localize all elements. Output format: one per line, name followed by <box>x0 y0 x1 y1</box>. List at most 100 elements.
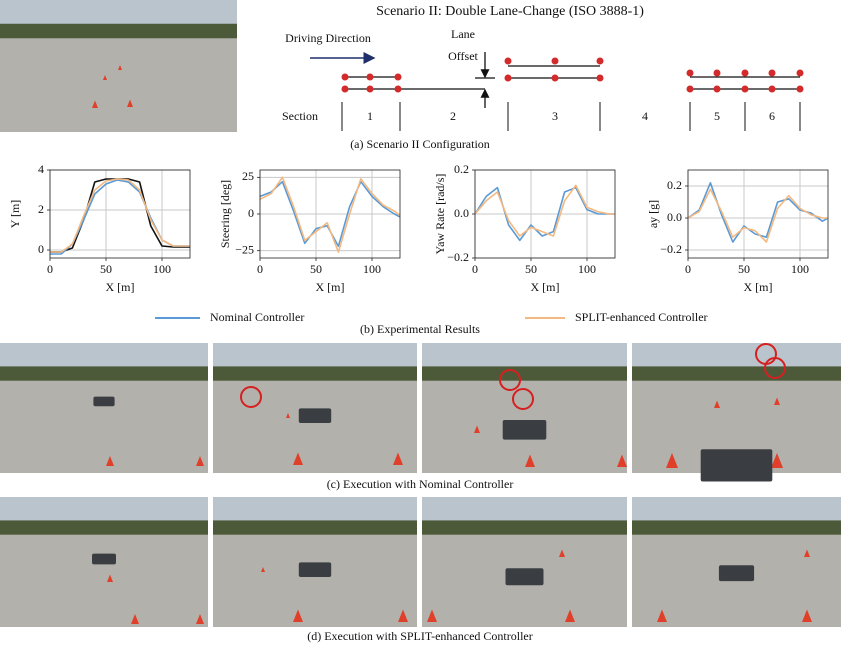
cone <box>293 609 303 622</box>
section-number: 3 <box>552 109 558 123</box>
cone <box>196 614 204 624</box>
y-tick-label: 4 <box>38 162 44 176</box>
series-line <box>259 176 401 253</box>
car <box>298 562 332 577</box>
highlight-circle <box>499 369 521 391</box>
photo-trees <box>632 366 841 382</box>
car <box>502 420 547 440</box>
cone <box>666 453 678 468</box>
cone <box>393 452 403 465</box>
y-tick-label: 2 <box>38 202 44 216</box>
cone <box>127 99 133 107</box>
section-number: 1 <box>367 109 373 123</box>
x-axis-label: X [m] <box>106 280 135 294</box>
series-line <box>687 188 828 243</box>
series-line <box>50 178 190 253</box>
cone <box>804 549 810 557</box>
cone <box>398 609 408 622</box>
plot-frame <box>259 169 401 259</box>
cone <box>118 65 122 70</box>
y-tick-label: 0.0 <box>454 206 469 220</box>
y-tick-label: 0.2 <box>454 162 469 176</box>
section-label: Section <box>282 109 318 123</box>
caption: (a) Scenario II Configuration <box>350 137 490 151</box>
photos <box>0 0 841 627</box>
photo-trees <box>0 23 237 40</box>
x-tick-label: 0 <box>685 262 691 276</box>
series-line <box>50 178 190 253</box>
car <box>700 449 773 482</box>
x-tick-label: 0 <box>257 262 263 276</box>
caption: (c) Execution with Nominal Controller <box>327 477 514 491</box>
car <box>718 565 755 582</box>
y-tick-label: 0 <box>38 242 44 256</box>
cone <box>474 425 480 433</box>
x-tick-label: 100 <box>153 262 171 276</box>
photo-trees <box>422 366 627 382</box>
cone <box>774 397 780 405</box>
section-number: 2 <box>450 109 456 123</box>
caption: (b) Experimental Results <box>360 322 480 336</box>
photo-trees <box>632 520 841 536</box>
y-axis-label: Y [m] <box>8 200 22 229</box>
cone <box>525 454 535 467</box>
cone <box>106 456 114 466</box>
photo-trees <box>213 520 417 536</box>
legend-label: Nominal Controller <box>210 310 304 324</box>
cone <box>427 609 437 622</box>
plot-frame <box>687 169 829 259</box>
x-tick-label: 0 <box>47 262 53 276</box>
driving-direction: Driving Direction <box>285 31 371 45</box>
cone <box>565 609 575 622</box>
lane-offset: Lane <box>451 27 475 41</box>
photo-ground <box>213 380 417 473</box>
photo-ground <box>0 534 208 627</box>
x-tick-label: 50 <box>100 262 112 276</box>
cone <box>559 549 565 557</box>
cone-dots <box>341 57 804 93</box>
photo-trees <box>213 366 417 382</box>
car <box>505 568 544 586</box>
y-tick-label: −0.2 <box>660 242 682 256</box>
y-tick-label: 0.2 <box>667 178 682 192</box>
caption: (d) Execution with SPLIT-enhanced Contro… <box>307 629 533 643</box>
cone <box>261 567 265 572</box>
lane-diagram <box>342 52 800 108</box>
x-axis-label: X [m] <box>316 280 345 294</box>
series-line <box>474 184 615 237</box>
photo-trees <box>0 366 208 382</box>
photo-ground <box>0 380 208 473</box>
highlight-circle <box>512 388 534 410</box>
cone <box>131 614 139 624</box>
plot-frame <box>49 169 191 259</box>
x-tick-label: 100 <box>791 262 809 276</box>
cone <box>802 609 812 622</box>
cone <box>196 456 204 466</box>
photo-ground <box>213 534 417 627</box>
cone <box>771 453 783 468</box>
figure-title: Scenario II: Double Lane-Change (ISO 388… <box>376 4 644 19</box>
photo-ground <box>0 38 237 132</box>
section-dividers <box>341 102 801 131</box>
y-axis-label: ay [g] <box>646 200 660 228</box>
plot-frame <box>474 169 616 259</box>
car <box>298 408 332 423</box>
y-tick-label: 0 <box>248 206 254 220</box>
cone <box>92 100 98 108</box>
y-tick-label: 25 <box>242 169 254 183</box>
highlight-circle <box>240 386 262 408</box>
x-tick-label: 100 <box>578 262 596 276</box>
y-tick-label: −0.2 <box>447 250 469 264</box>
car <box>92 553 116 565</box>
y-axis-label: Yaw Rate [rad/s] <box>433 174 447 255</box>
section-number: 4 <box>642 109 648 123</box>
cone <box>714 400 720 408</box>
cone <box>657 609 667 622</box>
x-axis-label: X [m] <box>531 280 560 294</box>
x-tick-label: 100 <box>363 262 381 276</box>
car <box>93 396 115 407</box>
cone <box>286 413 290 418</box>
y-tick-label: −25 <box>235 242 254 256</box>
cone <box>103 75 107 80</box>
